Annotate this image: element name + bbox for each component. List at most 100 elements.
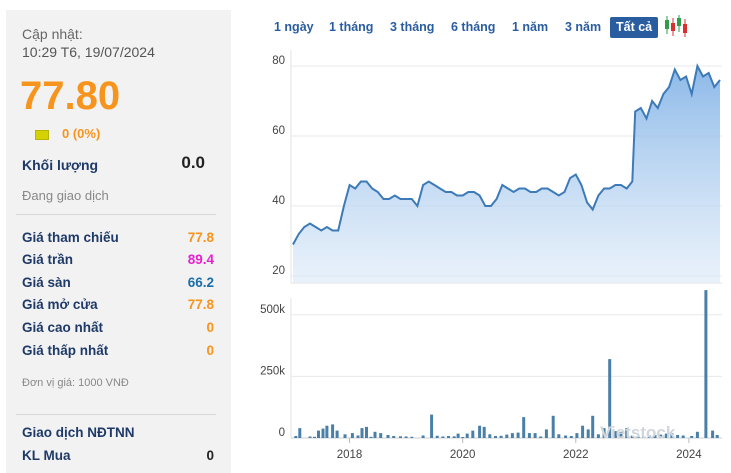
volume-bar: [410, 436, 414, 438]
volume-bar: [350, 433, 354, 438]
volume-bar: [399, 436, 402, 438]
price-y-tick-label: 20: [272, 265, 285, 277]
volume-bar: [527, 433, 531, 438]
volume-bar: [670, 433, 674, 438]
updated-label: Cập nhật:: [22, 26, 83, 42]
volume-bar: [447, 436, 450, 438]
volume-label: Khối lượng: [22, 157, 99, 173]
x-tick-label: 2022: [563, 449, 589, 461]
detail-value: 0: [206, 320, 214, 335]
unchanged-indicator-icon: [35, 130, 49, 140]
volume-bar: [659, 434, 663, 438]
trading-status: Đang giao dịch: [22, 188, 109, 203]
volume-bar: [516, 432, 520, 438]
candlestick-chart-icon[interactable]: [663, 14, 689, 38]
volume-bar: [533, 433, 537, 438]
detail-label: Giá cao nhất: [22, 320, 104, 335]
volume-bar: [404, 436, 408, 438]
volume-bar: [664, 433, 668, 438]
updated-time: 10:29 T6, 19/07/2024: [22, 44, 155, 60]
volume-bar: [435, 435, 439, 438]
tab-1-month[interactable]: 1 tháng: [329, 20, 374, 34]
volume-bar: [298, 428, 302, 438]
foreign-trade-title-row: Giao dịch NĐTNN: [22, 425, 214, 445]
price-y-tick-label: 80: [272, 55, 285, 67]
detail-row-reference-price: Giá tham chiếu 77.8: [22, 230, 214, 250]
volume-bar: [625, 428, 629, 438]
volume-bar: [575, 433, 579, 438]
detail-label: Giá mở cửa: [22, 297, 98, 312]
detail-value: 77.8: [187, 297, 214, 312]
volume-gridlines: [290, 298, 722, 439]
volume-bar: [653, 435, 657, 438]
volume-value: 0.0: [181, 153, 205, 172]
volume-bar: [704, 290, 708, 438]
volume-bar: [478, 425, 482, 438]
volume-bar: [308, 436, 312, 438]
volume-bar: [321, 428, 325, 438]
detail-row-open-price: Giá mở cửa 77.8: [22, 297, 214, 317]
volume-bar: [421, 435, 425, 438]
volume-bar: [499, 435, 503, 438]
x-tick-label: 2018: [337, 449, 363, 461]
volume-bar: [494, 436, 497, 438]
volume-bar: [676, 435, 680, 438]
volume-y-tick-label: 0: [279, 427, 285, 439]
volume-bar: [488, 434, 492, 438]
volume-bar: [317, 430, 320, 438]
volume-bar: [569, 436, 573, 438]
volume-bar: [461, 437, 465, 438]
detail-value: 0: [206, 343, 214, 358]
price-unit-note: Đơn vị giá: 1000 VNĐ: [22, 377, 129, 389]
foreign-buy-row: KL Mua 0: [22, 448, 214, 468]
volume-bar: [456, 433, 460, 438]
price-y-tick-label: 40: [272, 195, 285, 207]
foreign-buy-value: 0: [206, 448, 214, 463]
volume-bar: [452, 436, 456, 438]
volume-bars: [294, 290, 719, 438]
tab-1-day[interactable]: 1 ngày: [274, 20, 314, 34]
tab-1-year[interactable]: 1 năm: [512, 20, 549, 34]
tab-3-months[interactable]: 3 tháng: [390, 20, 435, 34]
volume-bar: [581, 425, 585, 438]
detail-row-floor-price: Giá sàn 66.2: [22, 275, 214, 295]
detail-label: Giá sàn: [22, 275, 71, 290]
tab-all[interactable]: Tất cả: [610, 17, 659, 38]
x-tick-label: 2020: [450, 449, 476, 461]
volume-bar: [591, 415, 595, 438]
volume-bar: [613, 431, 617, 438]
volume-bar: [331, 424, 335, 438]
tab-3-years[interactable]: 3 năm: [565, 20, 602, 34]
volume-bar: [695, 431, 699, 438]
watermark: Vietstock: [600, 423, 676, 442]
price-area: [293, 66, 720, 283]
volume-bar: [642, 436, 646, 438]
price-change: 0 (0%): [62, 126, 101, 141]
volume-bar: [465, 433, 469, 438]
volume-bar: [471, 430, 475, 438]
volume-bar: [586, 429, 590, 438]
detail-row-ceiling-price: Giá trần 89.4: [22, 252, 214, 272]
volume-bar: [636, 436, 640, 438]
volume-bar: [681, 435, 685, 438]
current-price: 77.80: [20, 74, 121, 118]
volume-bar: [313, 436, 316, 438]
volume-y-tick-label: 500k: [260, 304, 285, 316]
volume-bar: [386, 435, 390, 438]
tab-6-months[interactable]: 6 tháng: [451, 20, 496, 34]
volume-bar: [544, 429, 548, 438]
divider: [16, 414, 216, 415]
volume-bar: [539, 436, 543, 438]
detail-row-low-price: Giá thấp nhất 0: [22, 343, 214, 363]
foreign-buy-label: KL Mua: [22, 448, 71, 463]
divider: [16, 214, 216, 215]
volume-bar: [711, 430, 715, 438]
detail-value: 66.2: [187, 275, 214, 290]
volume-y-axis: 0 250k 500k: [260, 304, 285, 439]
volume-bar: [608, 359, 612, 438]
volume-bar: [482, 426, 486, 438]
volume-bar: [335, 430, 339, 438]
volume-bar: [294, 436, 298, 438]
volume-bar: [325, 425, 329, 438]
volume-bar: [373, 431, 377, 438]
